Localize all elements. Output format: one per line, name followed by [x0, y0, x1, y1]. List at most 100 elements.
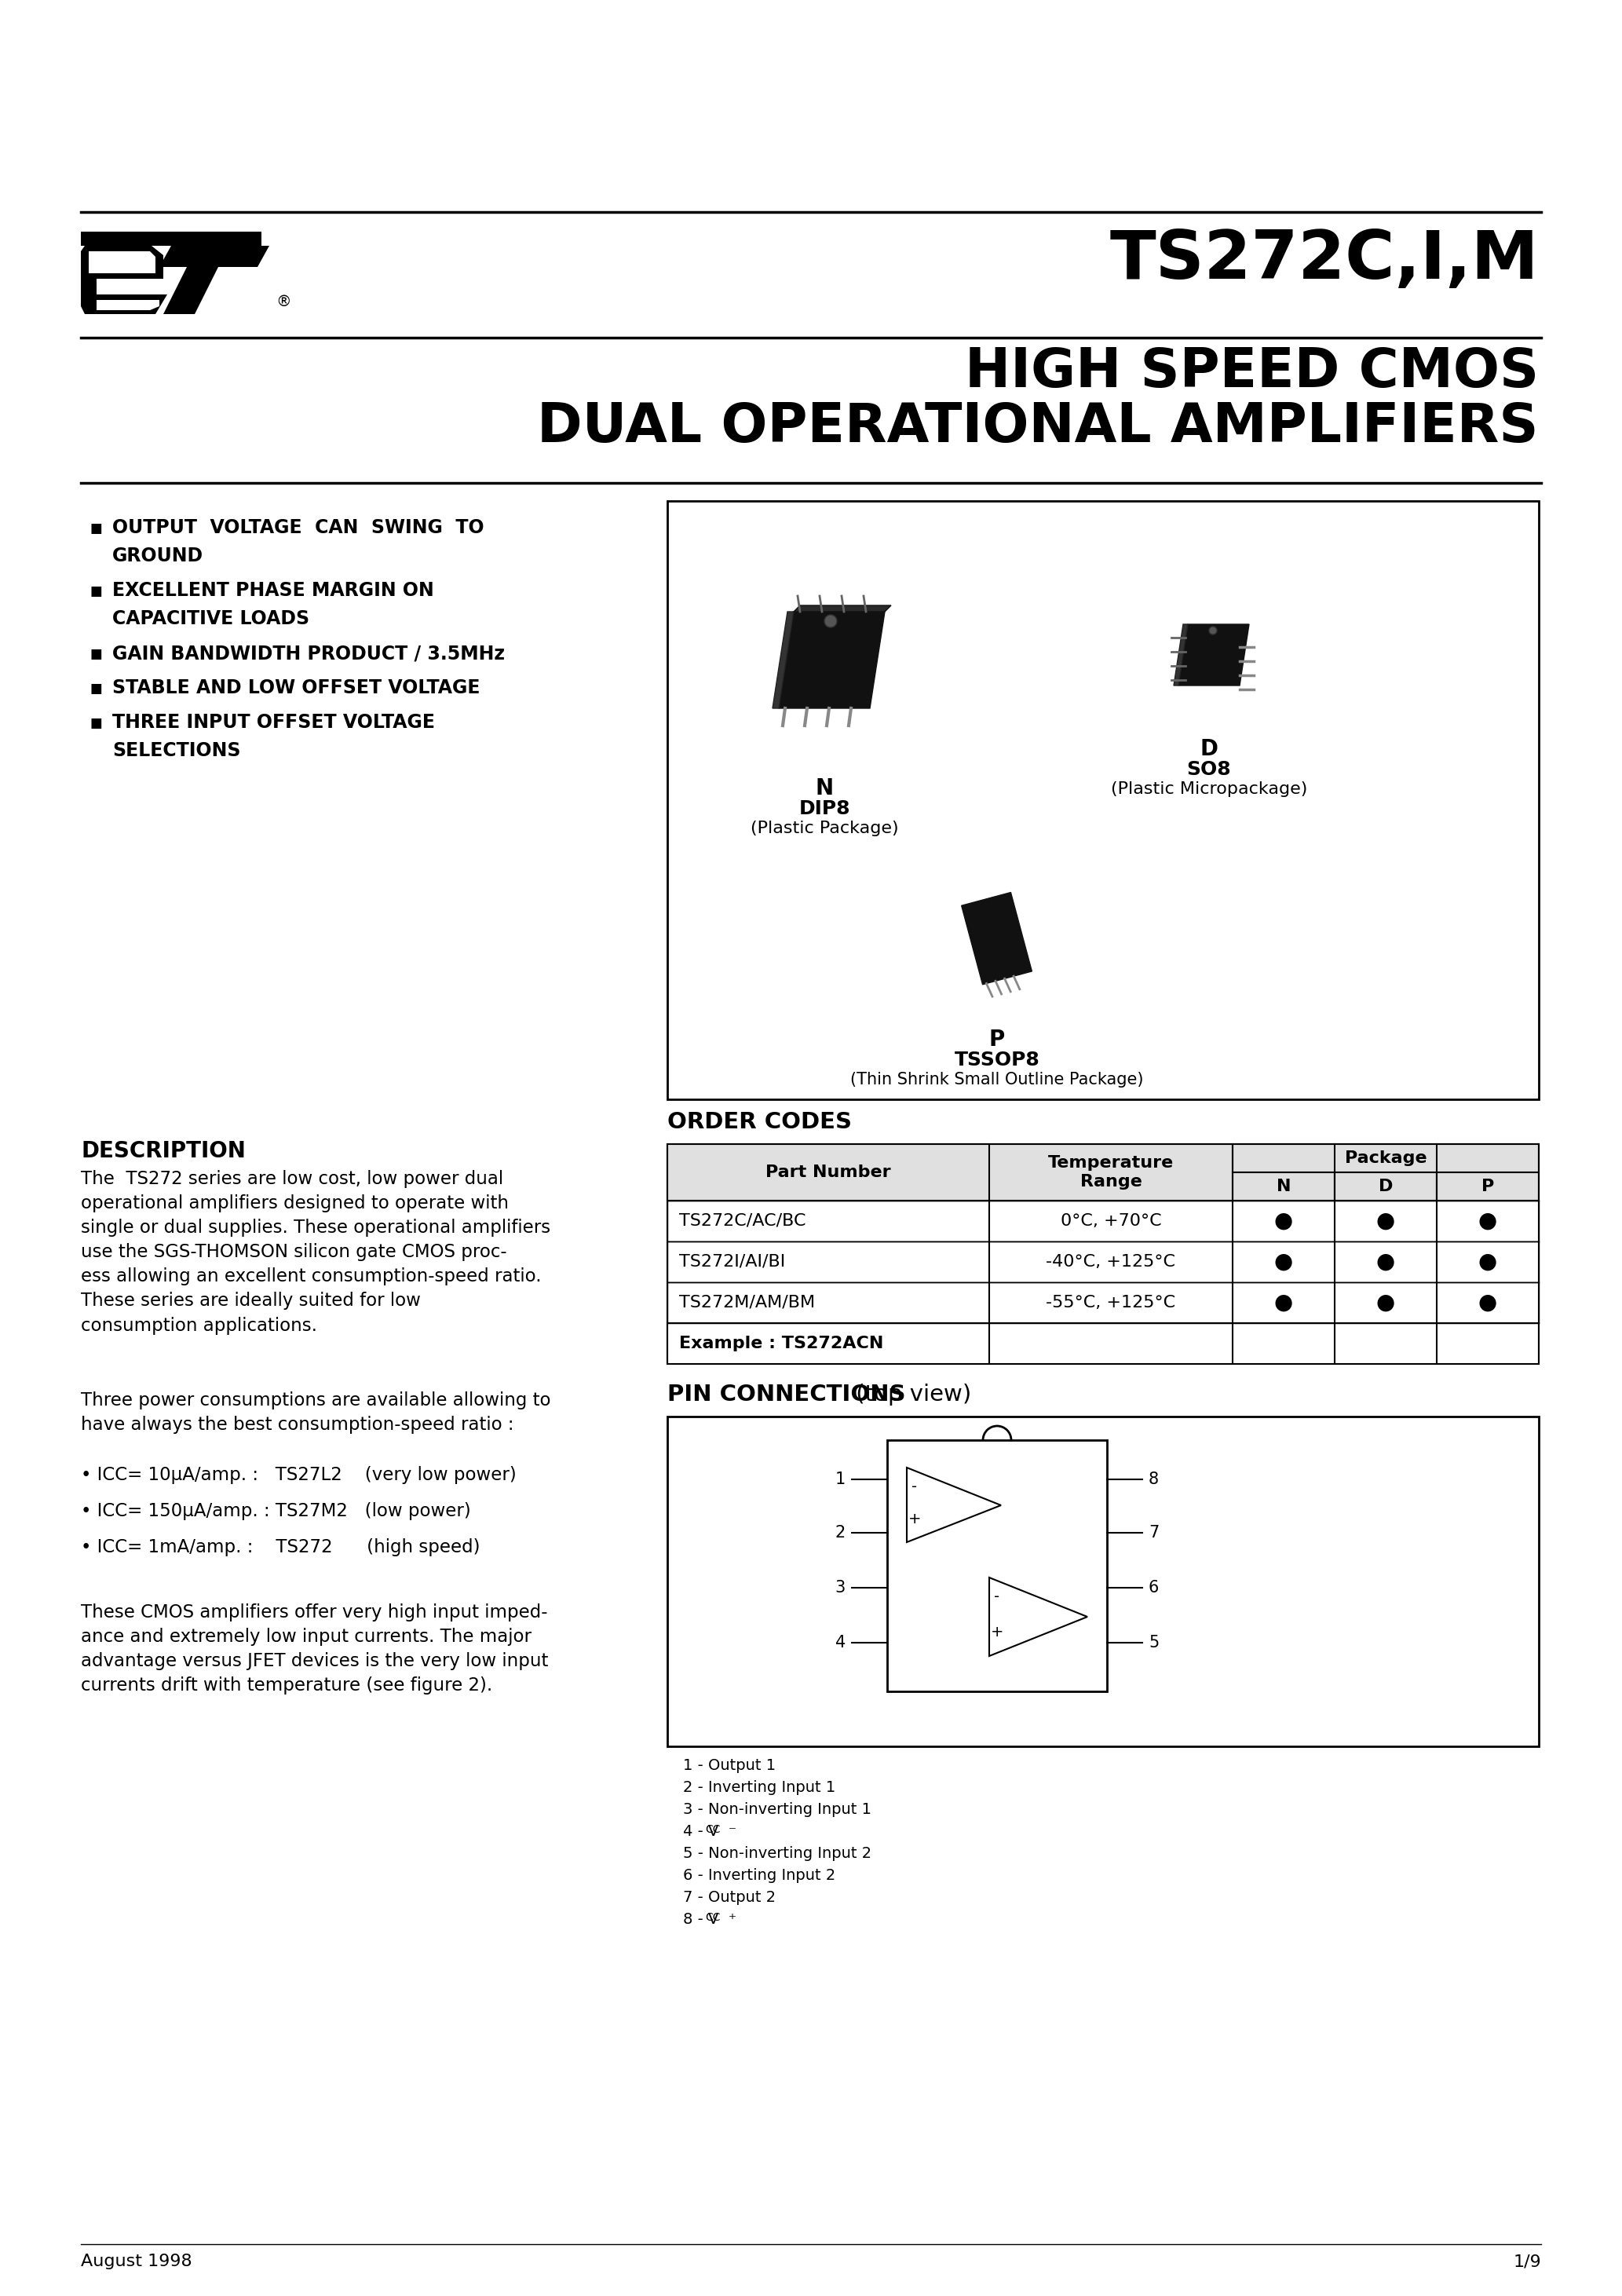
Text: The  TS272 series are low cost, low power dual
operational amplifiers designed t: The TS272 series are low cost, low power… — [81, 1171, 550, 1334]
Text: TS272C/AC/BC: TS272C/AC/BC — [680, 1212, 806, 1228]
Text: Part Number: Part Number — [766, 1164, 890, 1180]
Polygon shape — [81, 246, 167, 315]
Text: GAIN BANDWIDTH PRODUCT / 3.5MHz: GAIN BANDWIDTH PRODUCT / 3.5MHz — [112, 643, 504, 664]
Text: -: - — [994, 1589, 999, 1605]
Text: • ICC= 10μA/amp. :   TS27L2    (very low power): • ICC= 10μA/amp. : TS27L2 (very low powe… — [81, 1467, 516, 1483]
Circle shape — [1208, 627, 1216, 634]
Polygon shape — [89, 250, 156, 273]
Text: ■: ■ — [91, 682, 102, 696]
Bar — [667, 1242, 1539, 1281]
Text: • ICC= 150μA/amp. : TS27M2   (low power): • ICC= 150μA/amp. : TS27M2 (low power) — [81, 1502, 470, 1520]
Circle shape — [824, 615, 837, 627]
Text: TSSOP8: TSSOP8 — [954, 1052, 1040, 1070]
Text: GROUND: GROUND — [112, 546, 203, 565]
Text: 0°C, +70°C: 0°C, +70°C — [1061, 1212, 1161, 1228]
Text: ●: ● — [1375, 1210, 1395, 1233]
Text: ORDER CODES: ORDER CODES — [667, 1111, 852, 1134]
Text: 2: 2 — [835, 1525, 845, 1541]
Text: ●: ● — [1478, 1251, 1497, 1272]
Text: HIGH SPEED CMOS: HIGH SPEED CMOS — [965, 344, 1539, 397]
Text: (top view): (top view) — [848, 1384, 972, 1405]
Bar — [667, 1417, 1539, 1747]
Text: Temperature
Range: Temperature Range — [1048, 1155, 1174, 1189]
Text: 2 - Inverting Input 1: 2 - Inverting Input 1 — [683, 1779, 835, 1795]
Text: SO8: SO8 — [1187, 760, 1231, 778]
Text: DESCRIPTION: DESCRIPTION — [81, 1141, 245, 1162]
Text: 6: 6 — [1148, 1580, 1160, 1596]
Text: N: N — [1277, 1178, 1291, 1194]
Text: ■: ■ — [91, 583, 102, 599]
Polygon shape — [97, 301, 159, 310]
Text: These CMOS amplifiers offer very high input imped-
ance and extremely low input : These CMOS amplifiers offer very high in… — [81, 1603, 548, 1694]
Text: Package: Package — [1345, 1150, 1427, 1166]
Polygon shape — [779, 611, 884, 707]
Polygon shape — [772, 611, 793, 707]
Text: TS272M/AM/BM: TS272M/AM/BM — [680, 1295, 814, 1311]
Text: DIP8: DIP8 — [798, 799, 850, 817]
Text: +: + — [991, 1626, 1004, 1639]
Polygon shape — [159, 246, 269, 315]
Text: OUTPUT  VOLTAGE  CAN  SWING  TO: OUTPUT VOLTAGE CAN SWING TO — [112, 519, 483, 537]
Bar — [1233, 1173, 1335, 1201]
Text: 1/9: 1/9 — [1513, 2255, 1541, 2268]
Bar — [887, 1440, 1106, 1692]
Text: D: D — [1379, 1178, 1393, 1194]
Text: STABLE AND LOW OFFSET VOLTAGE: STABLE AND LOW OFFSET VOLTAGE — [112, 677, 480, 698]
Text: ■: ■ — [91, 716, 102, 730]
Text: 4 - V  ⁻: 4 - V ⁻ — [683, 1823, 736, 1839]
Text: THREE INPUT OFFSET VOLTAGE: THREE INPUT OFFSET VOLTAGE — [112, 714, 435, 732]
Text: TS272C,I,M: TS272C,I,M — [1109, 227, 1539, 294]
Text: 8: 8 — [1148, 1472, 1158, 1488]
Text: CC: CC — [706, 1913, 720, 1924]
Text: 5: 5 — [1148, 1635, 1160, 1651]
Text: 3 - Non-inverting Input 1: 3 - Non-inverting Input 1 — [683, 1802, 871, 1816]
Text: 5 - Non-inverting Input 2: 5 - Non-inverting Input 2 — [683, 1846, 871, 1862]
Text: 6 - Inverting Input 2: 6 - Inverting Input 2 — [683, 1869, 835, 1883]
Text: 7: 7 — [1148, 1525, 1160, 1541]
Bar — [667, 1322, 1539, 1364]
Text: P: P — [989, 1029, 1006, 1052]
Text: 1 - Output 1: 1 - Output 1 — [683, 1759, 775, 1773]
Text: +: + — [908, 1511, 921, 1527]
Polygon shape — [962, 893, 1032, 985]
Text: Three power consumptions are available allowing to
have always the best consumpt: Three power consumptions are available a… — [81, 1391, 551, 1435]
Text: -40°C, +125°C: -40°C, +125°C — [1046, 1254, 1176, 1270]
Text: 3: 3 — [835, 1580, 845, 1596]
Polygon shape — [989, 1577, 1087, 1655]
Text: (Thin Shrink Small Outline Package): (Thin Shrink Small Outline Package) — [850, 1072, 1144, 1088]
Polygon shape — [793, 606, 890, 611]
Text: ●: ● — [1275, 1251, 1293, 1272]
Text: 4: 4 — [835, 1635, 845, 1651]
Text: N: N — [816, 778, 834, 799]
Bar — [1437, 1173, 1539, 1201]
Text: PIN CONNECTIONS: PIN CONNECTIONS — [667, 1384, 905, 1405]
Text: TS272I/AI/BI: TS272I/AI/BI — [680, 1254, 785, 1270]
Bar — [81, 232, 261, 246]
Text: (Plastic Micropackage): (Plastic Micropackage) — [1111, 781, 1307, 797]
Text: ●: ● — [1275, 1210, 1293, 1233]
Bar — [667, 1281, 1539, 1322]
Text: ■: ■ — [91, 521, 102, 535]
Text: 1: 1 — [835, 1472, 845, 1488]
Text: CC: CC — [706, 1823, 720, 1835]
Text: ●: ● — [1375, 1251, 1395, 1272]
Polygon shape — [1174, 625, 1187, 687]
Text: ®: ® — [276, 294, 290, 310]
Text: CAPACITIVE LOADS: CAPACITIVE LOADS — [112, 608, 310, 629]
Bar — [1335, 1173, 1437, 1201]
Bar — [1233, 1143, 1539, 1173]
Text: August 1998: August 1998 — [81, 2255, 191, 2268]
Text: 8 - V  ⁺: 8 - V ⁺ — [683, 1913, 736, 1926]
Text: ●: ● — [1478, 1210, 1497, 1233]
Polygon shape — [907, 1467, 1001, 1543]
Text: ●: ● — [1375, 1293, 1395, 1313]
Text: SELECTIONS: SELECTIONS — [112, 742, 240, 760]
Text: 7 - Output 2: 7 - Output 2 — [683, 1890, 775, 1906]
Text: • ICC= 1mA/amp. :    TS272      (high speed): • ICC= 1mA/amp. : TS272 (high speed) — [81, 1538, 480, 1557]
Bar — [667, 1143, 1539, 1201]
Polygon shape — [1179, 625, 1249, 687]
Text: P: P — [1481, 1178, 1494, 1194]
Text: -55°C, +125°C: -55°C, +125°C — [1046, 1295, 1176, 1311]
Bar — [667, 1201, 1539, 1242]
Text: ■: ■ — [91, 647, 102, 661]
